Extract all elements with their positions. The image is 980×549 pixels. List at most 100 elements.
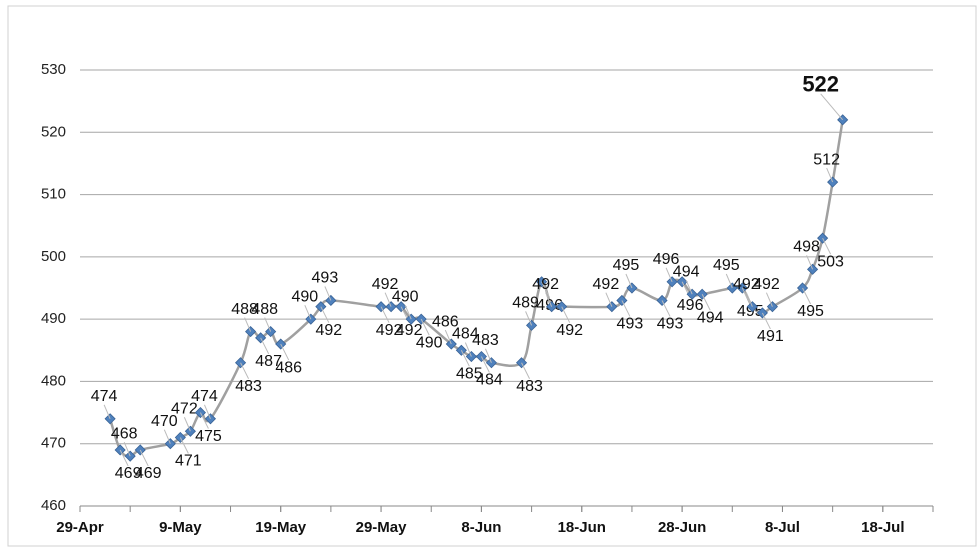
leader-line — [384, 292, 392, 307]
marker — [204, 413, 217, 425]
y-tick-label: 470 — [41, 435, 66, 452]
marker — [817, 232, 829, 244]
leader-line — [264, 317, 272, 332]
marker — [656, 294, 668, 307]
leader-line — [199, 412, 209, 429]
data-label: 490 — [416, 334, 443, 351]
marker — [746, 301, 758, 313]
data-label: 496 — [653, 251, 680, 268]
data-label: 486 — [275, 359, 302, 376]
leader-line — [103, 404, 111, 419]
data-label: 486 — [432, 313, 459, 330]
marker — [485, 357, 498, 369]
data-label: 498 — [793, 239, 820, 256]
leader-line — [661, 300, 671, 317]
leader-line — [685, 280, 693, 295]
x-tick-label: 29-May — [356, 519, 408, 536]
data-label: 470 — [151, 413, 178, 430]
marker — [305, 313, 317, 325]
leader-line — [822, 237, 832, 255]
leader-line — [163, 429, 171, 444]
data-label: 474 — [191, 388, 218, 405]
data-label: 469 — [115, 465, 142, 482]
leader-line — [203, 404, 211, 419]
x-tick-label: 18-Jun — [558, 519, 606, 536]
data-label: 496 — [677, 297, 704, 314]
leader-line — [725, 273, 733, 289]
data-label: 472 — [171, 400, 198, 417]
marker — [796, 282, 809, 294]
leader-line — [480, 356, 490, 373]
marker — [546, 301, 558, 313]
data-label: 492 — [372, 276, 399, 293]
leader-line — [420, 318, 430, 336]
data-label: 492 — [753, 276, 780, 293]
data-label: 468 — [111, 425, 138, 442]
marker — [385, 301, 397, 313]
data-label: 493 — [617, 316, 644, 333]
data-label: 495 — [797, 303, 824, 320]
marker — [676, 276, 688, 288]
data-label: 512 — [813, 151, 840, 168]
data-label: 494 — [697, 309, 724, 326]
data-label: 492 — [396, 322, 423, 339]
marker — [104, 413, 116, 425]
leader-line — [260, 337, 270, 355]
leader-line — [320, 306, 330, 323]
data-label: 492 — [733, 276, 760, 293]
leader-line — [380, 306, 390, 323]
leader-line — [741, 287, 751, 305]
data-label: 495 — [713, 257, 740, 274]
leader-line — [484, 348, 492, 363]
leader-line — [541, 281, 551, 298]
y-tick-label: 520 — [41, 123, 66, 140]
data-label: 483 — [235, 378, 262, 395]
x-tick-label: 29-Apr — [56, 519, 104, 536]
marker — [265, 326, 277, 338]
leader-line — [820, 93, 844, 121]
x-tick-label: 18-Jul — [861, 519, 904, 536]
data-label: 483 — [472, 332, 499, 349]
marker — [766, 301, 779, 313]
marker — [736, 282, 748, 294]
leader-line — [444, 329, 452, 345]
leader-line — [545, 292, 553, 307]
x-tick-label: 9-May — [159, 519, 202, 536]
leader-line — [806, 255, 814, 270]
leader-line — [761, 312, 771, 330]
leader-line — [404, 304, 412, 320]
leader-line — [701, 294, 711, 311]
leader-line — [240, 362, 250, 379]
leader-line — [304, 304, 312, 320]
y-tick-label: 510 — [41, 186, 66, 203]
leader-line — [605, 292, 613, 307]
leader-line — [139, 449, 149, 467]
leader-line — [119, 449, 129, 467]
x-tick-label: 19-May — [255, 519, 307, 536]
marker — [194, 407, 206, 419]
leader-line — [324, 286, 332, 301]
data-label: 492 — [593, 276, 620, 293]
leader-line — [123, 441, 131, 457]
data-label: 484 — [476, 372, 503, 389]
leader-line — [280, 343, 290, 361]
chart-frame — [7, 5, 977, 547]
data-label: 495 — [613, 257, 640, 274]
data-label: 485 — [456, 366, 483, 383]
data-label: 522 — [802, 72, 839, 97]
data-label: 488 — [251, 301, 278, 318]
marker — [275, 338, 287, 350]
leader-line — [464, 342, 472, 357]
data-label: 488 — [231, 301, 258, 318]
y-tick-label: 480 — [41, 372, 66, 389]
data-label: 490 — [291, 288, 318, 305]
data-label: 483 — [516, 378, 543, 395]
x-tick-label: 8-Jun — [461, 519, 501, 536]
data-label: 491 — [757, 328, 784, 345]
x-tick-label: 8-Jul — [765, 519, 800, 536]
marker — [405, 313, 417, 325]
y-tick-label: 460 — [41, 497, 66, 514]
y-tick-label: 500 — [41, 248, 66, 265]
data-label: 494 — [673, 263, 700, 280]
